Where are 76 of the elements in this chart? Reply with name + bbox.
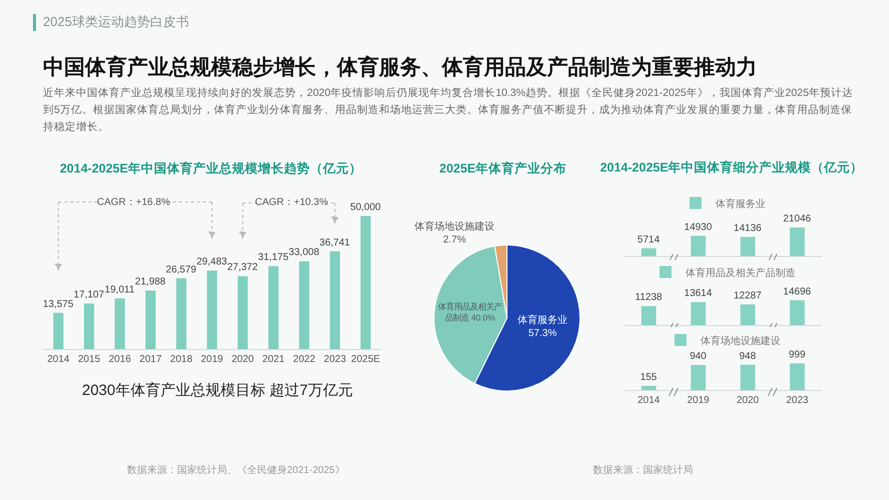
bar bbox=[790, 228, 805, 256]
bar bbox=[641, 386, 656, 390]
chart-title: 2014-2025E年中国体育产业总规模增长趋势（亿元） bbox=[60, 160, 362, 176]
x-tick-label: 2014 bbox=[638, 395, 660, 406]
x-tick-label: 2022 bbox=[293, 354, 316, 365]
x-tick-label: 2020 bbox=[232, 354, 254, 365]
data-label: 27,372 bbox=[227, 262, 258, 274]
x-tick-label: 2020 bbox=[736, 395, 760, 406]
chart-title: 2025E年体育产业分布 bbox=[439, 160, 567, 176]
data-label: 155 bbox=[640, 372, 658, 383]
data-label: 36,741 bbox=[319, 237, 350, 248]
data-label: 13,575 bbox=[42, 298, 74, 310]
data-label: 33,008 bbox=[288, 247, 320, 258]
x-tick-label: 2019 bbox=[200, 354, 224, 365]
text: CAGR：+16.8% bbox=[97, 197, 170, 208]
legend-label: 体育用品及相关产品制造 bbox=[686, 266, 796, 279]
bar bbox=[690, 364, 706, 390]
data-label: 19,011 bbox=[104, 284, 135, 296]
data-label: 21046 bbox=[783, 214, 812, 224]
legend-label: 体育服务业 bbox=[716, 198, 766, 210]
bar bbox=[330, 251, 340, 349]
text: 近年来中国体育产业总规模呈现持续向好的发展态势，2020年疫情影响后仍展现年均复合增长10.3%趋势。根据《全民健身2021-2025年》，我国体育产业2025年预计达到5万亿。根据国家体育总局划分，体育产业划分体育服务、用品制造和场地运营三大类。体育服务产值不断提升，成为推动体育产业发展的重要力量，体育用品制造保持稳定增长。 bbox=[43, 86, 854, 135]
slice-label: 体育服务业 bbox=[518, 314, 568, 326]
data-label: 31,175 bbox=[258, 252, 289, 264]
x-tick-label: 2021 bbox=[262, 354, 286, 365]
x-tick-label: 2023 bbox=[786, 395, 809, 406]
data-label: 26,579 bbox=[166, 264, 197, 276]
data-label: 12287 bbox=[734, 290, 762, 302]
x-tick-label: 2025E bbox=[351, 354, 380, 365]
slice-label: 体育场地设施建设 bbox=[414, 220, 495, 232]
data-label: 21,988 bbox=[135, 276, 166, 288]
x-tick-label: 2014 bbox=[47, 354, 70, 365]
text: 中国体育产业总规模稳步增长，体育服务、体育用品及产品制造为重要推动力 bbox=[43, 55, 757, 81]
bar bbox=[176, 278, 186, 349]
data-label: 57.3% bbox=[528, 328, 557, 339]
data-label: 14136 bbox=[734, 222, 762, 234]
text: 2030年体育产业总规模目标 超过7万亿元 bbox=[82, 382, 353, 399]
bar bbox=[238, 276, 248, 349]
bar bbox=[206, 270, 218, 349]
text: 2025球类运动趋势白皮书 bbox=[43, 13, 189, 31]
data-label: 29,483 bbox=[196, 256, 228, 268]
bar bbox=[641, 248, 656, 256]
bar bbox=[145, 290, 156, 349]
x-tick-label: 2018 bbox=[170, 354, 193, 365]
data-label: 13614 bbox=[684, 288, 712, 300]
source-note: 数据来源：国家统计局 bbox=[593, 464, 693, 476]
x-tick-label: 2019 bbox=[687, 395, 710, 406]
bar bbox=[114, 298, 125, 349]
data-label: 17,107 bbox=[74, 290, 105, 300]
bar bbox=[53, 312, 64, 349]
text: CAGR：+10.3% bbox=[255, 197, 328, 208]
bar bbox=[84, 304, 94, 349]
x-tick-label: 2023 bbox=[324, 354, 346, 365]
data-label: 14930 bbox=[684, 222, 712, 233]
legend-label: 体育场地设施建设 bbox=[700, 334, 780, 347]
bar bbox=[790, 363, 805, 390]
data-label: 940 bbox=[690, 350, 707, 362]
data-label: 50,000 bbox=[350, 202, 382, 213]
bar bbox=[740, 364, 756, 390]
bar bbox=[360, 216, 371, 349]
data-label: 2.7% bbox=[443, 234, 466, 246]
bar bbox=[268, 266, 279, 349]
data-label: 5714 bbox=[637, 234, 660, 246]
bar bbox=[690, 236, 706, 256]
x-tick-label: 2015 bbox=[78, 354, 101, 365]
x-tick-label: 2016 bbox=[108, 354, 132, 365]
slice-label: 体育用品及相关产品制造 40.0% bbox=[438, 302, 502, 323]
bar bbox=[740, 236, 756, 256]
source-note: 数据来源：国家统计局、《全民健身2021-2025》 bbox=[127, 464, 345, 476]
chart-title: 2014-2025E年中国体育细分产业规模（亿元） bbox=[600, 159, 864, 174]
data-label: 999 bbox=[788, 349, 806, 360]
bar bbox=[299, 261, 310, 349]
x-tick-label: 2017 bbox=[139, 354, 162, 365]
data-label: 948 bbox=[739, 350, 756, 362]
data-label: 14696 bbox=[783, 286, 812, 298]
data-label: 11238 bbox=[635, 292, 662, 304]
